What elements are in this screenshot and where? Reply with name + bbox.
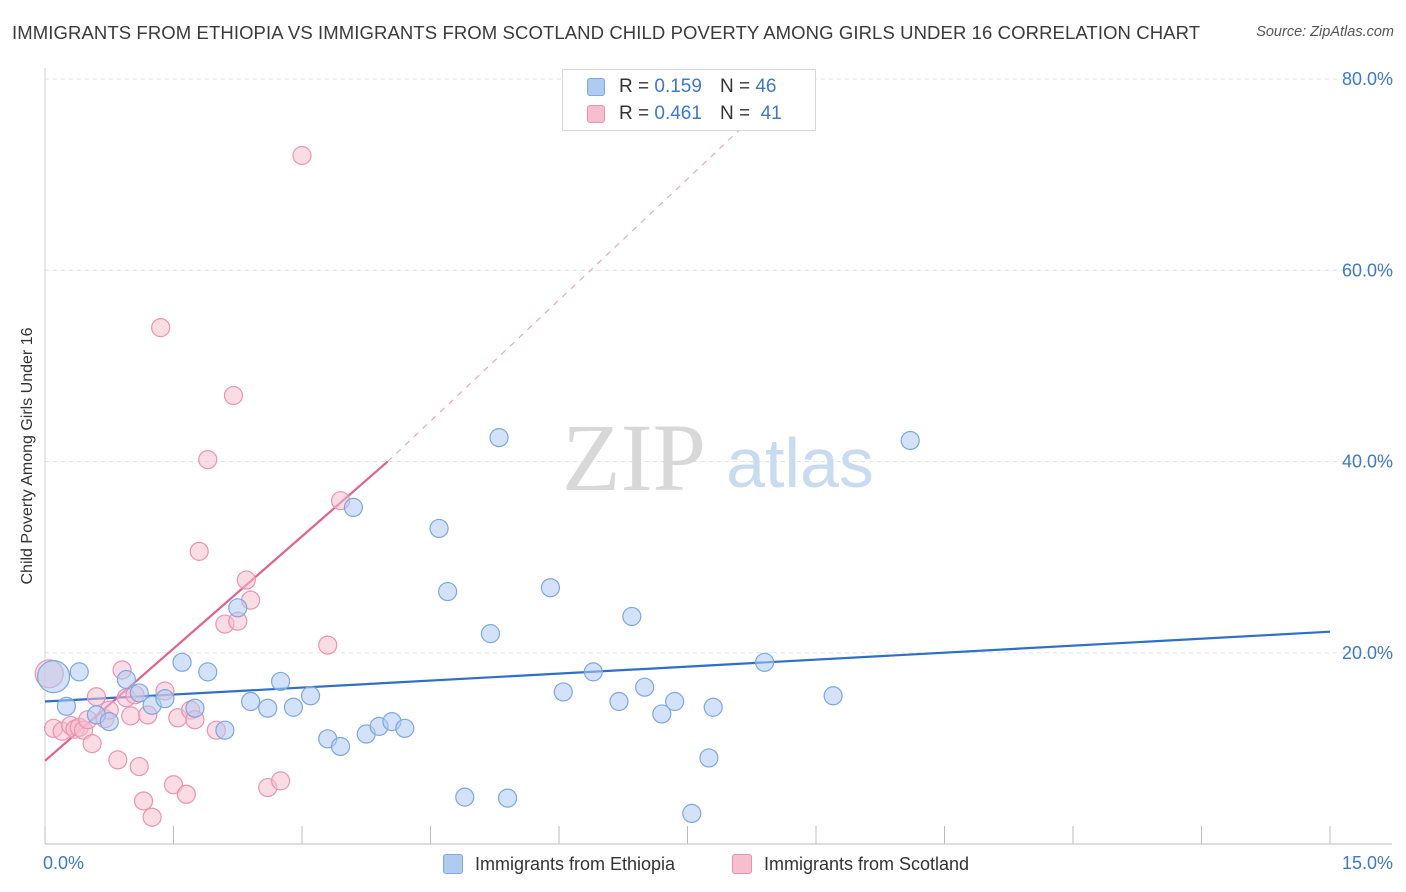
point-ethiopia	[489, 427, 509, 448]
legend-swatch-pink	[732, 854, 752, 874]
point-scotland	[129, 756, 149, 777]
point-ethiopia	[395, 718, 415, 738]
legend-row-ethiopia: R = 0.159 N = 46	[587, 75, 776, 99]
point-ethiopia	[36, 660, 71, 694]
point-ethiopia	[215, 720, 235, 740]
legend-label: Immigrants from Scotland	[764, 853, 970, 874]
correlation-legend: R = 0.159 N = 46 R = 0.461 N = 41	[562, 69, 816, 131]
point-ethiopia	[155, 689, 175, 709]
point-ethiopia	[258, 698, 278, 718]
point-ethiopia	[498, 788, 518, 808]
point-ethiopia	[99, 711, 119, 732]
bottom-legend-ethiopia: Immigrants from Ethiopia	[443, 851, 675, 877]
source-label: Source: ZipAtlas.com	[1256, 24, 1394, 40]
legend-label: Immigrants from Ethiopia	[475, 853, 676, 874]
point-scotland	[82, 733, 102, 754]
point-ethiopia	[900, 430, 920, 451]
point-scotland	[133, 791, 154, 811]
trend-extension-scotland	[387, 97, 774, 462]
legend-n-value: 46	[755, 76, 777, 97]
y-tick-label: 40.0%	[1342, 452, 1393, 472]
point-ethiopia	[198, 662, 218, 682]
y-tick-label: 20.0%	[1342, 643, 1393, 663]
point-scotland	[163, 775, 184, 795]
watermark: ZIP atlas	[562, 404, 874, 511]
axes	[44, 68, 1392, 845]
legend-swatch-pink	[587, 105, 605, 123]
point-ethiopia	[480, 624, 501, 644]
point-ethiopia	[116, 669, 136, 690]
point-ethiopia	[754, 652, 775, 672]
chart-title: IMMIGRANTS FROM ETHIOPIA VS IMMIGRANTS F…	[12, 22, 1201, 43]
point-ethiopia	[228, 598, 248, 618]
legend-n-label: N =	[719, 103, 751, 124]
x-tick-label: 15.0%	[1342, 853, 1393, 873]
legend-swatch-blue	[443, 854, 463, 874]
point-ethiopia	[343, 497, 363, 517]
trend-line-ethiopia	[44, 630, 1331, 703]
point-ethiopia	[300, 686, 321, 706]
legend-r-label: R =	[619, 76, 650, 97]
point-scotland	[292, 145, 312, 166]
legend-swatch-blue	[587, 78, 605, 96]
point-ethiopia	[703, 697, 723, 717]
legend-n-value: 41	[760, 103, 782, 124]
point-ethiopia	[172, 652, 192, 672]
point-ethiopia	[270, 671, 291, 692]
point-ethiopia	[583, 662, 603, 682]
point-scotland	[151, 318, 171, 338]
legend-row-scotland: R = 0.461 N = 41	[587, 102, 782, 126]
point-ethiopia	[609, 691, 629, 712]
point-ethiopia	[665, 691, 685, 712]
legend-n-label: N =	[719, 76, 751, 97]
watermark-atlas: atlas	[726, 424, 874, 502]
point-scotland	[318, 635, 338, 655]
x-tick-label: 0.0%	[43, 853, 84, 873]
point-ethiopia	[56, 696, 77, 716]
tick-labels: 20.0% 40.0% 60.0% 80.0% 0.0% 15.0%	[43, 69, 1393, 873]
point-ethiopia	[682, 803, 702, 824]
point-scotland	[108, 750, 128, 770]
point-scotland	[236, 570, 256, 590]
point-ethiopia	[699, 748, 719, 768]
watermark-zip: ZIP	[562, 404, 706, 511]
point-ethiopia	[438, 581, 458, 602]
point-ethiopia	[823, 686, 843, 706]
point-ethiopia	[622, 606, 642, 627]
point-ethiopia	[330, 736, 351, 757]
point-ethiopia	[129, 683, 149, 703]
point-ethiopia	[241, 691, 261, 712]
point-scotland	[121, 706, 141, 726]
point-ethiopia	[283, 697, 304, 717]
legend-r-label: R =	[619, 103, 650, 124]
point-ethiopia	[429, 518, 449, 539]
point-scotland	[189, 541, 209, 561]
point-scotland	[270, 771, 291, 791]
bottom-legend-scotland: Immigrants from Scotland	[732, 851, 969, 877]
legend-r-value: 0.159	[654, 76, 702, 97]
data-points	[34, 145, 920, 827]
legend-r-value: 0.461	[654, 103, 702, 124]
point-scotland	[142, 807, 162, 827]
gridlines	[45, 78, 1392, 654]
point-scotland	[198, 449, 218, 470]
point-ethiopia	[652, 704, 672, 724]
point-ethiopia	[540, 578, 561, 598]
point-ethiopia	[185, 698, 205, 718]
point-scotland	[176, 784, 196, 804]
point-ethiopia	[553, 682, 573, 702]
point-ethiopia	[455, 787, 475, 807]
y-tick-label: 60.0%	[1342, 260, 1393, 280]
point-ethiopia	[635, 677, 655, 697]
point-ethiopia	[69, 662, 89, 682]
point-scotland	[223, 385, 244, 406]
y-tick-label: 80.0%	[1342, 69, 1393, 89]
point-scotland	[86, 687, 107, 707]
